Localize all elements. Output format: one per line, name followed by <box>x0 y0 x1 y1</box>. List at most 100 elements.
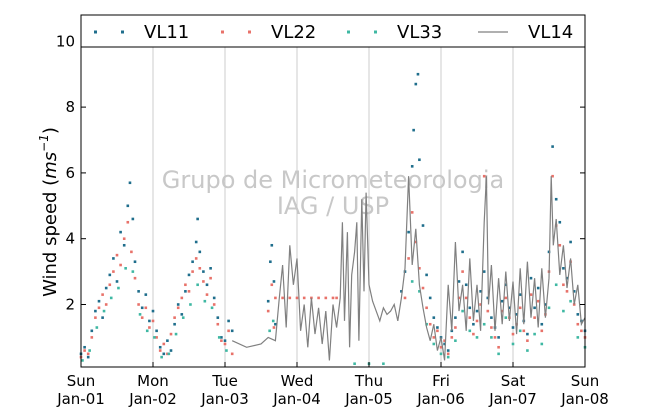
x-tick-day-6: Sat <box>501 372 526 390</box>
y-axis-unit: ms <box>40 152 61 179</box>
point-vl11-68 <box>457 280 461 283</box>
point-vl22-10 <box>115 253 119 257</box>
point-vl22-53 <box>324 296 328 300</box>
point-vl22-93 <box>536 299 540 303</box>
y-axis-label-text: Wind speed <box>40 192 61 297</box>
point-vl22-27 <box>176 306 180 310</box>
y-tick-label-3: 8 <box>65 98 75 116</box>
x-tick-date-2: Jan-03 <box>200 390 249 408</box>
legend-swatch-b-vl22 <box>248 30 251 34</box>
point-vl22-61 <box>421 286 425 290</box>
point-vl11-67 <box>454 316 457 319</box>
point-vl11-31 <box>187 273 191 277</box>
x-tick-day-4: Thu <box>354 372 383 390</box>
point-vl33-5 <box>117 286 120 290</box>
point-vl11-99 <box>569 240 572 244</box>
point-vl22-42 <box>230 352 234 356</box>
point-vl11-49 <box>274 322 277 326</box>
point-vl33-38 <box>497 352 500 356</box>
point-vl11-98 <box>565 276 569 280</box>
point-vl33-22 <box>271 319 275 323</box>
point-vl22-23 <box>162 342 166 346</box>
point-vl11-36 <box>202 270 205 273</box>
point-vl11-87 <box>526 332 529 336</box>
y-tick-label-2: 6 <box>65 164 75 182</box>
point-vl22-11 <box>119 263 122 267</box>
point-vl33-14 <box>181 316 185 319</box>
plot-area <box>79 72 587 366</box>
point-vl11-1 <box>83 345 86 349</box>
point-vl33-23 <box>353 362 356 366</box>
legend-swatch-a-vl11 <box>94 30 97 34</box>
point-vl33-17 <box>203 299 207 303</box>
legend-item-vl14: VL14 <box>478 22 573 43</box>
point-vl22-67 <box>443 339 446 342</box>
point-vl22-47 <box>281 296 284 300</box>
point-vl11-27 <box>173 322 176 326</box>
point-vl22-22 <box>158 349 162 352</box>
legend-item-vl22: VL22 <box>221 22 316 43</box>
legend-label-vl33: VL33 <box>397 22 442 43</box>
point-vl11-45 <box>266 299 270 303</box>
point-vl22-72 <box>461 270 464 273</box>
point-vl22-15 <box>133 276 137 280</box>
y-axis-unit-exponent: −1 <box>37 134 51 152</box>
point-vl33-31 <box>446 355 450 359</box>
point-vl11-3 <box>90 329 94 333</box>
point-vl22-54 <box>331 296 335 300</box>
y-axis-label: Wind speed (ms−1) <box>37 127 61 297</box>
legend-swatch-a-vl33 <box>347 30 350 34</box>
x-tick-day-1: Mon <box>137 372 169 390</box>
point-vl22-56 <box>403 296 407 300</box>
point-vl22-38 <box>216 322 220 326</box>
point-vl33-34 <box>468 329 472 333</box>
point-vl11-4 <box>94 309 97 313</box>
point-vl22-39 <box>220 339 223 342</box>
point-vl11-9 <box>112 257 115 260</box>
point-vl22-16 <box>137 303 140 306</box>
point-vl11-69 <box>461 250 464 254</box>
point-vl33-33 <box>461 309 464 313</box>
point-vl11-95 <box>554 197 558 201</box>
y-tick-label-0: 2 <box>65 295 75 313</box>
point-vl11-75 <box>482 270 486 273</box>
legend-item-vl11: VL11 <box>94 22 189 43</box>
point-vl22-5 <box>97 306 101 310</box>
point-vl11-39 <box>212 296 216 300</box>
point-vl11-35 <box>198 250 202 254</box>
point-vl22-19 <box>148 326 151 329</box>
point-vl22-84 <box>504 296 508 300</box>
point-vl22-78 <box>482 174 486 178</box>
point-vl11-89 <box>533 306 536 310</box>
point-vl11-52 <box>407 230 410 234</box>
point-vl22-73 <box>464 296 468 300</box>
point-vl33-18 <box>210 306 214 310</box>
point-vl11-70 <box>464 283 468 287</box>
point-vl22-32 <box>194 257 198 260</box>
point-vl22-20 <box>151 319 155 323</box>
point-vl22-91 <box>529 293 533 296</box>
point-vl33-12 <box>167 352 171 356</box>
point-vl33-10 <box>153 336 156 339</box>
point-vl22-28 <box>180 296 184 300</box>
point-vl33-25 <box>382 362 385 366</box>
point-vl11-97 <box>562 267 565 270</box>
point-vl22-101 <box>565 290 569 293</box>
legend-swatch-b-vl11 <box>121 30 124 34</box>
point-vl11-16 <box>133 260 137 264</box>
point-vl22-62 <box>425 306 428 310</box>
point-vl33-39 <box>504 316 508 319</box>
point-vl11-60 <box>428 296 432 300</box>
point-vl33-42 <box>526 349 529 352</box>
point-vl33-8 <box>138 313 142 316</box>
point-vl22-45 <box>272 326 276 329</box>
point-vl11-101 <box>576 313 580 316</box>
point-vl22-17 <box>140 316 144 319</box>
point-vl11-71 <box>468 306 472 310</box>
series-vl14 <box>231 176 586 361</box>
point-vl11-59 <box>425 273 428 277</box>
point-vl11-21 <box>151 309 155 313</box>
legend-item-vl33: VL33 <box>347 22 442 43</box>
point-vl22-75 <box>472 332 475 336</box>
